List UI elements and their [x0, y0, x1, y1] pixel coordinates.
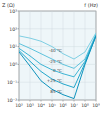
x-tick-label: 10⁹ — [92, 103, 100, 108]
x-tick-label: 10⁵ — [48, 103, 56, 108]
grid-line — [19, 100, 96, 101]
y-tick-label: 10⁻¹ — [7, 80, 17, 85]
tick — [96, 100, 97, 102]
tick — [18, 82, 20, 83]
grid-line — [52, 11, 53, 100]
y-tick-label: 10³ — [9, 9, 17, 14]
tick — [19, 100, 20, 102]
tick — [74, 100, 75, 102]
grid-line — [63, 11, 64, 100]
y-tick-label: 10¹ — [9, 44, 17, 49]
tick — [52, 100, 53, 102]
series-label: -25 °C — [49, 59, 62, 64]
y-tick-label: 10⁰ — [9, 62, 17, 67]
x-tick-label: 10⁴ — [37, 103, 45, 108]
tick — [18, 64, 20, 65]
x-tick-label: 10⁶ — [59, 103, 67, 108]
tick — [18, 46, 20, 47]
series-line — [19, 33, 96, 59]
title: Z (Ω) — [2, 2, 15, 8]
series-group — [19, 33, 96, 99]
grid-line — [19, 11, 20, 100]
y-tick-label: 10⁻² — [7, 98, 17, 103]
chart: 10²10³10⁴10⁵10⁶10⁷10⁸10⁹10⁻²10⁻¹10⁰10¹10… — [0, 0, 100, 115]
grid-line — [19, 46, 96, 47]
grid-line — [19, 28, 96, 29]
x-tick-label: 10² — [15, 103, 23, 108]
tick — [41, 100, 42, 102]
series-line — [19, 36, 96, 99]
tick — [18, 11, 20, 12]
tick — [30, 100, 31, 102]
series-label: 85 °C — [50, 89, 62, 94]
grid-line — [85, 11, 86, 100]
series-label: 0 °C — [53, 68, 62, 73]
plot-frame — [19, 11, 96, 100]
tick — [18, 100, 20, 101]
grid-line — [41, 11, 42, 100]
series-line — [19, 36, 96, 88]
x-axis-label: f (Hz) — [84, 2, 98, 8]
series-label: +25 °C — [47, 78, 62, 83]
x-tick-label: 10³ — [26, 103, 34, 108]
series-line — [19, 35, 96, 77]
x-tick-label: 10⁷ — [70, 103, 78, 108]
tick — [18, 28, 20, 29]
grid-line — [96, 11, 97, 100]
grid-line — [19, 11, 96, 12]
tick — [85, 100, 86, 102]
y-tick-label: 10² — [9, 27, 17, 32]
tick — [63, 100, 64, 102]
series-label: -40 °C — [49, 48, 62, 53]
x-tick-label: 10⁸ — [81, 103, 89, 108]
